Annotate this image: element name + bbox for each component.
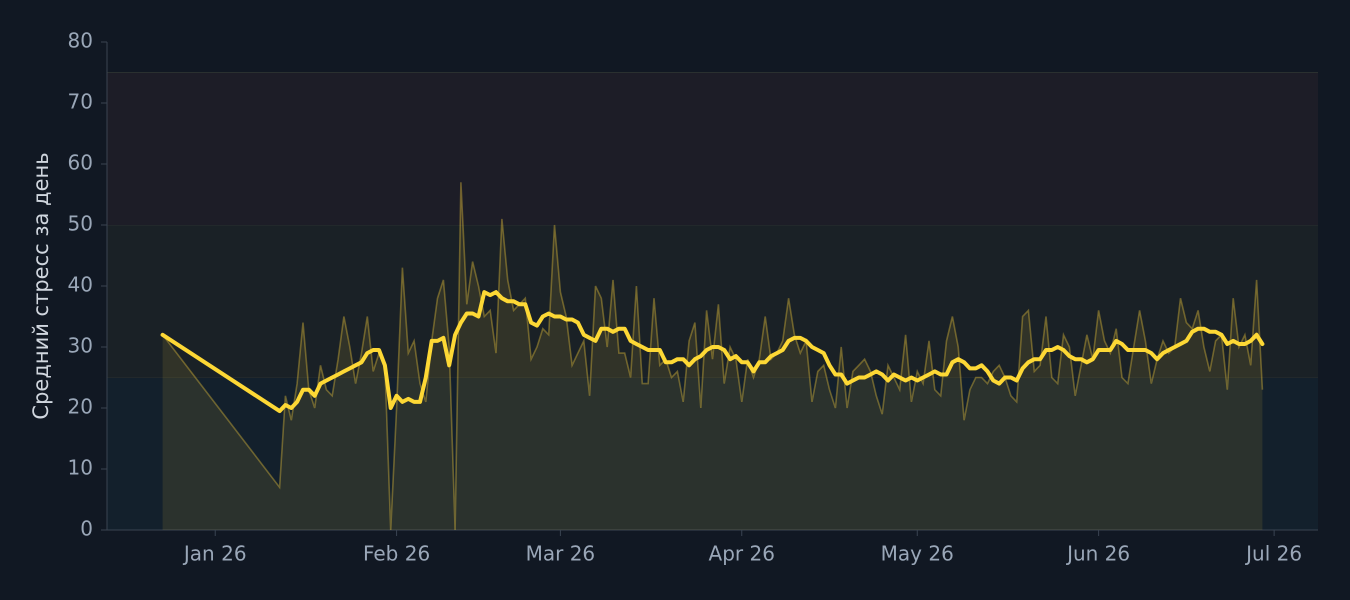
- x-tick-label: Feb 26: [363, 542, 430, 566]
- series-line: [161, 182, 1264, 531]
- y-tick-label: 30: [68, 334, 93, 358]
- series-line: [160, 290, 1265, 414]
- zone-band: [107, 225, 1318, 378]
- x-tick-label: Jun 26: [1065, 542, 1130, 566]
- y-axis-label: Средний стресс за день: [29, 152, 53, 419]
- x-tick-label: Jul 26: [1244, 542, 1302, 566]
- y-tick-label: 50: [68, 212, 93, 236]
- zone-band: [107, 72, 1318, 225]
- series-area: [162, 182, 1263, 531]
- x-tick-label: May 26: [881, 542, 954, 566]
- y-tick-label: 60: [68, 151, 93, 175]
- zone-band: [107, 377, 1318, 530]
- x-tick-label: Jan 26: [182, 542, 247, 566]
- y-tick-label: 20: [68, 395, 93, 419]
- x-tick-label: Mar 26: [526, 542, 596, 566]
- x-tick-label: Apr 26: [709, 542, 775, 566]
- y-tick-label: 40: [68, 273, 93, 297]
- y-tick-label: 70: [68, 90, 93, 114]
- y-tick-label: 80: [68, 29, 93, 53]
- y-tick-label: 0: [80, 517, 93, 541]
- y-tick-label: 10: [68, 456, 93, 480]
